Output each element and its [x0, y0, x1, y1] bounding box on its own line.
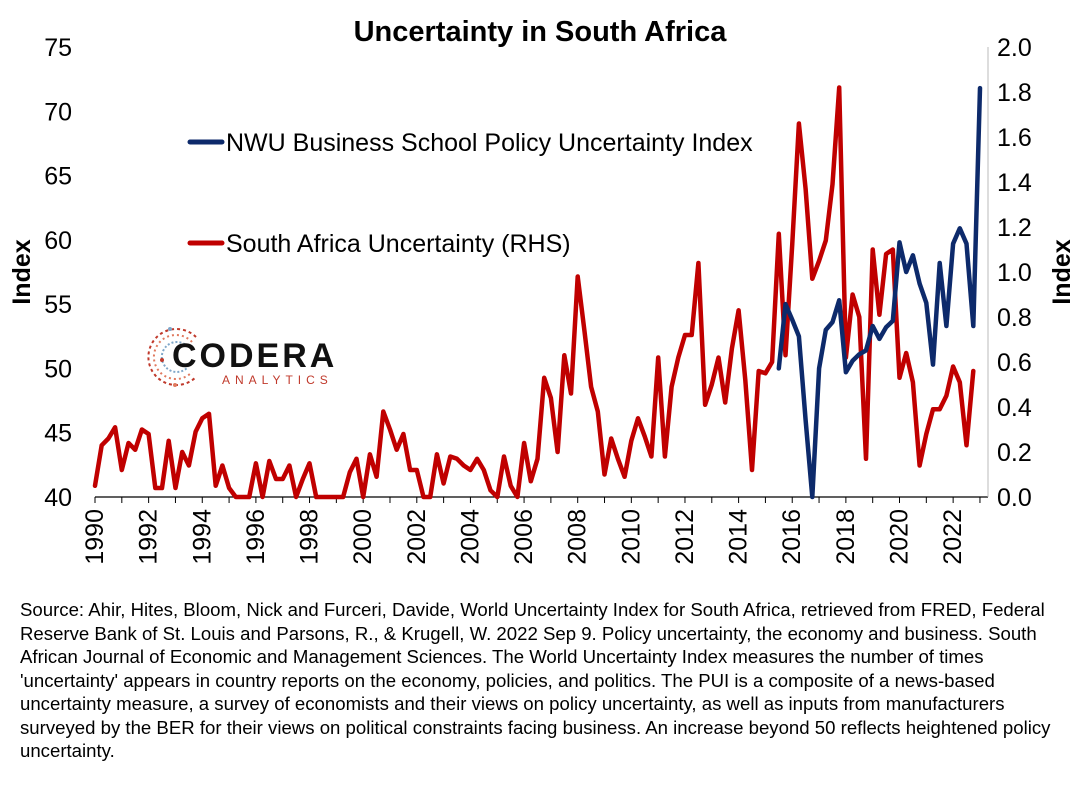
x-tick-label: 2000 — [349, 509, 377, 565]
right-tick-label: 0.2 — [997, 439, 1032, 467]
right-tick-label: 0.4 — [997, 394, 1032, 422]
logo-mark-icon — [147, 327, 197, 387]
series-line-nwu-policy-uncertainty — [776, 85, 983, 500]
x-tick-label: 2020 — [886, 509, 914, 565]
x-tick-label: 2006 — [510, 509, 538, 565]
left-axis-ticks: 40 45 50 55 60 65 70 75 — [44, 34, 72, 512]
x-tick-label: 1996 — [242, 509, 270, 565]
left-axis-title: Index — [8, 239, 36, 304]
right-tick-label: 0.8 — [997, 304, 1032, 332]
x-tick-label: 2008 — [564, 509, 592, 565]
source-note: Source: Ahir, Hites, Bloom, Nick and Fur… — [20, 599, 1051, 761]
x-tick-label: 2004 — [456, 509, 484, 565]
uncertainty-chart: Uncertainty in South Africa Index Index … — [8, 16, 1076, 565]
left-tick-label: 60 — [44, 227, 72, 255]
x-tick-label: 1998 — [296, 509, 324, 565]
right-tick-label: 0.0 — [997, 484, 1032, 512]
x-tick-label: 2010 — [617, 509, 645, 565]
x-tick-label: 2012 — [671, 509, 699, 565]
right-tick-label: 1.8 — [997, 79, 1032, 107]
legend-label-sa: South Africa Uncertainty (RHS) — [226, 230, 571, 258]
x-tick-label: 2016 — [778, 509, 806, 565]
right-tick-label: 0.6 — [997, 349, 1032, 377]
left-tick-label: 45 — [44, 420, 72, 448]
right-tick-label: 1.6 — [997, 124, 1032, 152]
right-tick-label: 1.0 — [997, 259, 1032, 287]
x-tick-label: 2002 — [403, 509, 431, 565]
series-layer — [92, 85, 983, 500]
left-tick-label: 70 — [44, 98, 72, 126]
legend: NWU Business School Policy Uncertainty I… — [187, 129, 753, 258]
x-tick-label: 2022 — [939, 509, 967, 565]
left-tick-label: 50 — [44, 355, 72, 383]
left-tick-label: 55 — [44, 291, 72, 319]
right-tick-label: 1.2 — [997, 214, 1032, 242]
legend-label-nwu: NWU Business School Policy Uncertainty I… — [226, 129, 753, 157]
right-axis-title: Index — [1048, 239, 1076, 304]
logo-name: CODERA — [172, 337, 337, 375]
x-tick-label: 2018 — [832, 509, 860, 565]
series-line-sa-uncertainty — [92, 85, 976, 500]
x-axis-ticks: 1990 1992 1994 1996 1998 2000 2002 2004 2006 2008… — [81, 497, 981, 565]
x-tick-label: 1994 — [188, 509, 216, 565]
logo-tagline: ANALYTICS — [222, 373, 333, 387]
left-tick-label: 40 — [44, 484, 72, 512]
right-tick-label: 2.0 — [997, 34, 1032, 62]
right-tick-label: 1.4 — [997, 169, 1032, 197]
x-tick-label: 2014 — [725, 509, 753, 565]
x-tick-label: 1990 — [81, 509, 109, 565]
right-axis-ticks: 0.0 0.2 0.4 0.6 0.8 1.0 1.2 1.4 1.6 1.8 2.0 — [997, 34, 1032, 512]
left-tick-label: 75 — [44, 34, 72, 62]
codera-logo: CODERA ANALYTICS — [147, 327, 337, 387]
chart-title: Uncertainty in South Africa — [354, 16, 728, 48]
x-tick-label: 1992 — [135, 509, 163, 565]
left-tick-label: 65 — [44, 163, 72, 191]
